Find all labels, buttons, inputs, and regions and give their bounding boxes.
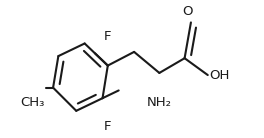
Text: NH₂: NH₂ — [147, 96, 172, 109]
Text: OH: OH — [209, 69, 229, 82]
Text: O: O — [182, 5, 193, 18]
Text: F: F — [104, 120, 112, 133]
Text: CH₃: CH₃ — [20, 96, 45, 109]
Text: F: F — [104, 30, 112, 43]
